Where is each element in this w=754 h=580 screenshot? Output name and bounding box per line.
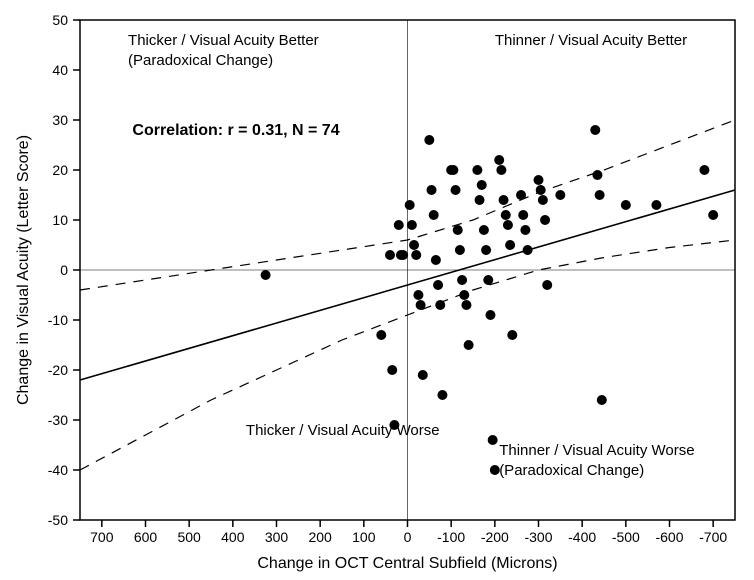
y-axis-title: Change in Visual Acuity (Letter Score) (15, 135, 32, 405)
data-point (435, 300, 445, 310)
data-point (523, 245, 533, 255)
data-point (479, 225, 489, 235)
quadrant-label-tl-2: (Paradoxical Change) (128, 52, 273, 69)
x-tick-label: 600 (134, 529, 158, 545)
data-point (488, 435, 498, 445)
x-tick-label: 400 (221, 529, 245, 545)
y-tick-label: 20 (52, 162, 68, 178)
data-point (592, 170, 602, 180)
y-tick-label: 30 (52, 112, 68, 128)
x-tick-label: 300 (265, 529, 289, 545)
y-tick-label: 10 (52, 212, 68, 228)
x-tick-label: 700 (90, 529, 114, 545)
data-point (457, 275, 467, 285)
data-point (540, 215, 550, 225)
y-tick-label: -30 (48, 412, 68, 428)
data-point (418, 370, 428, 380)
data-point (461, 300, 471, 310)
x-tick-label: -400 (568, 529, 596, 545)
data-point (520, 225, 530, 235)
data-point (699, 165, 709, 175)
data-point (387, 365, 397, 375)
data-point (433, 280, 443, 290)
data-point (485, 310, 495, 320)
data-point (536, 185, 546, 195)
y-tick-label: -50 (48, 512, 68, 528)
data-point (555, 190, 565, 200)
data-point (483, 275, 493, 285)
correlation-label: Correlation: r = 0.31, N = 74 (132, 122, 339, 139)
data-point (496, 165, 506, 175)
data-point (424, 135, 434, 145)
data-point (501, 210, 511, 220)
data-point (708, 210, 718, 220)
data-point (427, 185, 437, 195)
data-point (394, 220, 404, 230)
scatter-chart: 7006005004003002001000-100-200-300-400-5… (0, 0, 754, 580)
x-tick-label: 500 (177, 529, 201, 545)
data-point (481, 245, 491, 255)
data-point (651, 200, 661, 210)
data-point (503, 220, 513, 230)
data-point (409, 240, 419, 250)
data-point (411, 250, 421, 260)
quadrant-label-tl-1: Thicker / Visual Acuity Better (128, 32, 319, 49)
quadrant-label-bl: Thicker / Visual Acuity Worse (246, 422, 440, 439)
quadrant-label-br-1: Thinner / Visual Acuity Worse (499, 442, 694, 459)
data-point (385, 250, 395, 260)
data-point (376, 330, 386, 340)
data-point (407, 220, 417, 230)
x-axis-title: Change in OCT Central Subfield (Microns) (257, 555, 557, 572)
x-tick-label: -300 (524, 529, 552, 545)
quadrant-label-tr: Thinner / Visual Acuity Better (495, 32, 687, 49)
data-point (516, 190, 526, 200)
y-tick-label: 50 (52, 12, 68, 28)
data-point (431, 255, 441, 265)
data-point (595, 190, 605, 200)
data-point (494, 155, 504, 165)
data-point (429, 210, 439, 220)
y-tick-label: 0 (60, 262, 68, 278)
data-point (437, 390, 447, 400)
data-point (464, 340, 474, 350)
data-point (590, 125, 600, 135)
data-point (475, 195, 485, 205)
data-point (518, 210, 528, 220)
data-point (451, 185, 461, 195)
data-point (499, 195, 509, 205)
x-tick-label: 100 (352, 529, 376, 545)
data-point (448, 165, 458, 175)
data-point (507, 330, 517, 340)
data-point (413, 290, 423, 300)
x-tick-label: -200 (481, 529, 509, 545)
data-point (621, 200, 631, 210)
data-point (534, 175, 544, 185)
y-tick-label: -20 (48, 362, 68, 378)
y-tick-label: -40 (48, 462, 68, 478)
x-tick-label: 200 (308, 529, 332, 545)
x-tick-label: -600 (655, 529, 683, 545)
x-tick-label: -700 (699, 529, 727, 545)
data-point (416, 300, 426, 310)
data-point (405, 200, 415, 210)
data-point (459, 290, 469, 300)
x-tick-label: 0 (404, 529, 412, 545)
data-point (505, 240, 515, 250)
chart-svg: 7006005004003002001000-100-200-300-400-5… (0, 0, 754, 580)
y-tick-label: -10 (48, 312, 68, 328)
data-point (455, 245, 465, 255)
data-point (597, 395, 607, 405)
y-tick-label: 40 (52, 62, 68, 78)
x-tick-label: -500 (612, 529, 640, 545)
data-point (538, 195, 548, 205)
data-point (398, 250, 408, 260)
quadrant-label-br-2: (Paradoxical Change) (499, 462, 644, 479)
data-point (477, 180, 487, 190)
x-tick-label: -100 (437, 529, 465, 545)
data-point (472, 165, 482, 175)
data-point (542, 280, 552, 290)
data-point (261, 270, 271, 280)
data-point (453, 225, 463, 235)
